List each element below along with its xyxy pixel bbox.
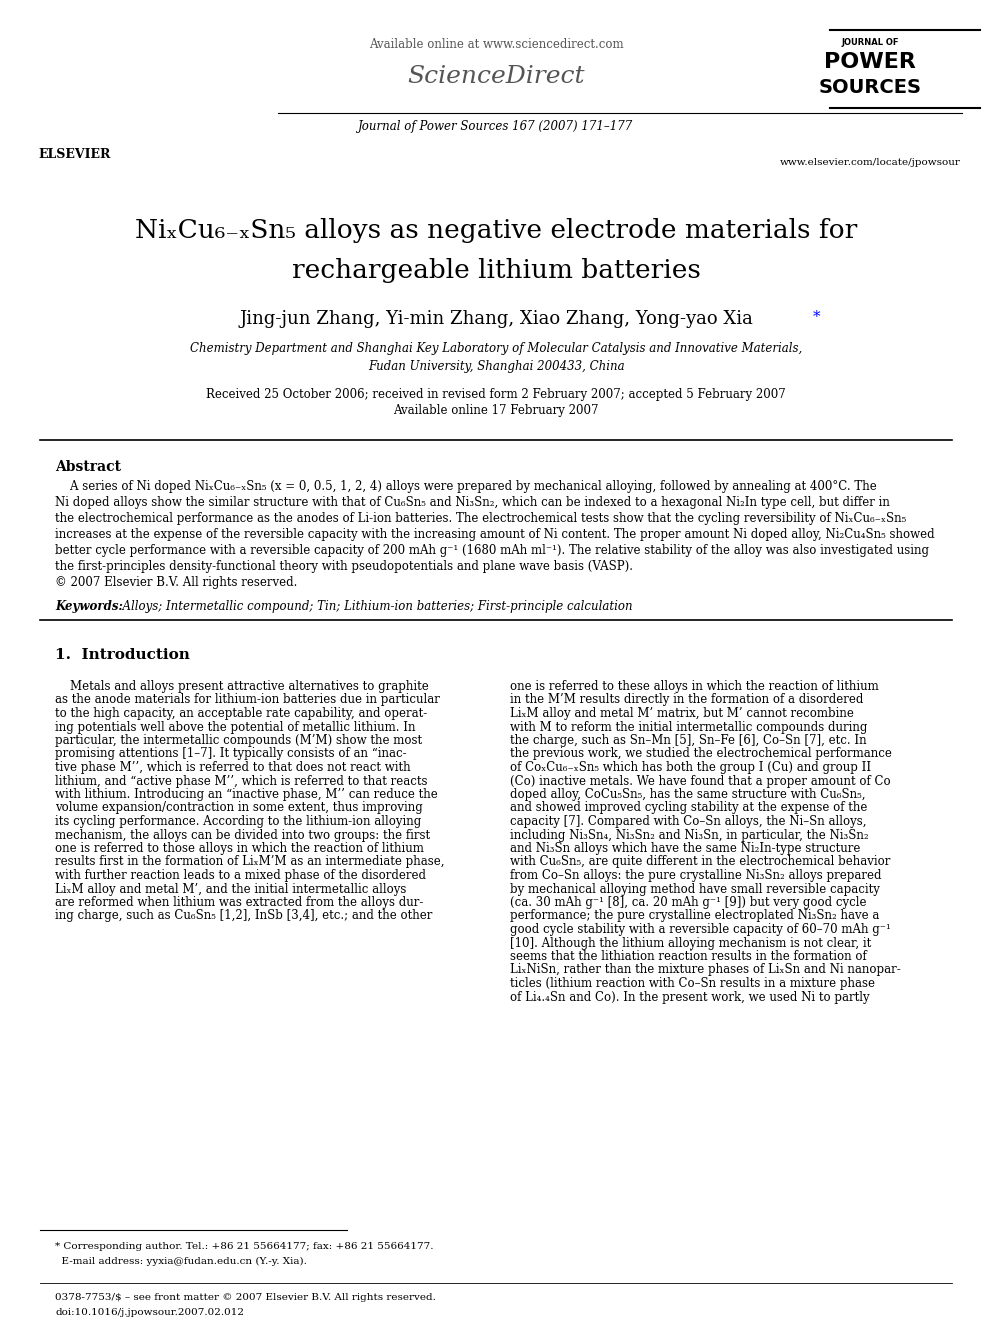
Text: promising attentions [1–7]. It typically consists of an “inac-: promising attentions [1–7]. It typically… [55, 747, 407, 761]
Text: from Co–Sn alloys: the pure crystalline Ni₃Sn₂ alloys prepared: from Co–Sn alloys: the pure crystalline … [510, 869, 882, 882]
Text: and showed improved cycling stability at the expense of the: and showed improved cycling stability at… [510, 802, 867, 815]
Text: A series of Ni doped NiₓCu₆₋ₓSn₅ (x = 0, 0.5, 1, 2, 4) alloys were prepared by m: A series of Ni doped NiₓCu₆₋ₓSn₅ (x = 0,… [55, 480, 877, 493]
Text: Received 25 October 2006; received in revised form 2 February 2007; accepted 5 F: Received 25 October 2006; received in re… [206, 388, 786, 401]
Text: to the high capacity, an acceptable rate capability, and operat-: to the high capacity, an acceptable rate… [55, 706, 428, 720]
Text: doped alloy, CoCu₅Sn₅, has the same structure with Cu₆Sn₅,: doped alloy, CoCu₅Sn₅, has the same stru… [510, 789, 865, 800]
Text: the electrochemical performance as the anodes of Li-ion batteries. The electroch: the electrochemical performance as the a… [55, 512, 907, 525]
Text: ing charge, such as Cu₆Sn₅ [1,2], InSb [3,4], etc.; and the other: ing charge, such as Cu₆Sn₅ [1,2], InSb [… [55, 909, 433, 922]
Text: good cycle stability with a reversible capacity of 60–70 mAh g⁻¹: good cycle stability with a reversible c… [510, 923, 891, 935]
Text: better cycle performance with a reversible capacity of 200 mAh g⁻¹ (1680 mAh ml⁻: better cycle performance with a reversib… [55, 544, 929, 557]
Text: tive phase M’’, which is referred to that does not react with: tive phase M’’, which is referred to tha… [55, 761, 411, 774]
Text: www.elsevier.com/locate/jpowsour: www.elsevier.com/locate/jpowsour [780, 157, 960, 167]
Text: JOURNAL OF: JOURNAL OF [841, 38, 899, 48]
Text: * Corresponding author. Tel.: +86 21 55664177; fax: +86 21 55664177.: * Corresponding author. Tel.: +86 21 556… [55, 1242, 434, 1252]
Text: E-mail address: yyxia@fudan.edu.cn (Y.-y. Xia).: E-mail address: yyxia@fudan.edu.cn (Y.-y… [55, 1257, 307, 1266]
Text: in the M’M results directly in the formation of a disordered: in the M’M results directly in the forma… [510, 693, 863, 706]
Text: Ni doped alloys show the similar structure with that of Cu₆Sn₅ and Ni₃Sn₂, which: Ni doped alloys show the similar structu… [55, 496, 890, 509]
Text: ing potentials well above the potential of metallic lithium. In: ing potentials well above the potential … [55, 721, 416, 733]
Text: Alloys; Intermetallic compound; Tin; Lithium-ion batteries; First-principle calc: Alloys; Intermetallic compound; Tin; Lit… [115, 601, 633, 613]
Text: of CoₓCu₆₋ₓSn₅ which has both the group I (Cu) and group II: of CoₓCu₆₋ₓSn₅ which has both the group … [510, 761, 871, 774]
Text: NiₓCu₆₋ₓSn₅ alloys as negative electrode materials for: NiₓCu₆₋ₓSn₅ alloys as negative electrode… [135, 218, 857, 243]
Text: its cycling performance. According to the lithium-ion alloying: its cycling performance. According to th… [55, 815, 422, 828]
Text: POWER: POWER [824, 52, 916, 71]
Text: capacity [7]. Compared with Co–Sn alloys, the Ni–Sn alloys,: capacity [7]. Compared with Co–Sn alloys… [510, 815, 866, 828]
Text: *: * [813, 310, 820, 324]
Text: LiₓM alloy and metal M’, and the initial intermetallic alloys: LiₓM alloy and metal M’, and the initial… [55, 882, 407, 896]
Text: one is referred to those alloys in which the reaction of lithium: one is referred to those alloys in which… [55, 841, 424, 855]
Text: by mechanical alloying method have small reversible capacity: by mechanical alloying method have small… [510, 882, 880, 896]
Text: Keywords:: Keywords: [55, 601, 123, 613]
Text: including Ni₃Sn₄, Ni₃Sn₂ and Ni₃Sn, in particular, the Ni₃Sn₂: including Ni₃Sn₄, Ni₃Sn₂ and Ni₃Sn, in p… [510, 828, 869, 841]
Text: with further reaction leads to a mixed phase of the disordered: with further reaction leads to a mixed p… [55, 869, 426, 882]
Text: Available online 17 February 2007: Available online 17 February 2007 [393, 404, 599, 417]
Text: mechanism, the alloys can be divided into two groups: the first: mechanism, the alloys can be divided int… [55, 828, 431, 841]
Text: Jing-jun Zhang, Yi-min Zhang, Xiao Zhang, Yong-yao Xia: Jing-jun Zhang, Yi-min Zhang, Xiao Zhang… [239, 310, 753, 328]
Text: seems that the lithiation reaction results in the formation of: seems that the lithiation reaction resul… [510, 950, 867, 963]
Text: 0378-7753/$ – see front matter © 2007 Elsevier B.V. All rights reserved.: 0378-7753/$ – see front matter © 2007 El… [55, 1293, 435, 1302]
Text: lithium, and “active phase M’’, which is referred to that reacts: lithium, and “active phase M’’, which is… [55, 774, 428, 787]
Text: performance; the pure crystalline electroplated Ni₃Sn₂ have a: performance; the pure crystalline electr… [510, 909, 879, 922]
Text: rechargeable lithium batteries: rechargeable lithium batteries [292, 258, 700, 283]
Text: results first in the formation of LiₓM’M as an intermediate phase,: results first in the formation of LiₓM’M… [55, 856, 444, 868]
Text: as the anode materials for lithium-ion batteries due in particular: as the anode materials for lithium-ion b… [55, 693, 439, 706]
Text: ScienceDirect: ScienceDirect [408, 65, 584, 89]
Text: are reformed when lithium was extracted from the alloys dur-: are reformed when lithium was extracted … [55, 896, 424, 909]
Text: the previous work, we studied the electrochemical performance: the previous work, we studied the electr… [510, 747, 892, 761]
Text: the charge, such as Sn–Mn [5], Sn–Fe [6], Co–Sn [7], etc. In: the charge, such as Sn–Mn [5], Sn–Fe [6]… [510, 734, 867, 747]
Text: [10]. Although the lithium alloying mechanism is not clear, it: [10]. Although the lithium alloying mech… [510, 937, 871, 950]
Text: (ca. 30 mAh g⁻¹ [8], ca. 20 mAh g⁻¹ [9]) but very good cycle: (ca. 30 mAh g⁻¹ [8], ca. 20 mAh g⁻¹ [9])… [510, 896, 866, 909]
Text: © 2007 Elsevier B.V. All rights reserved.: © 2007 Elsevier B.V. All rights reserved… [55, 576, 298, 589]
Text: ticles (lithium reaction with Co–Sn results in a mixture phase: ticles (lithium reaction with Co–Sn resu… [510, 976, 875, 990]
Text: with M to reform the initial intermetallic compounds during: with M to reform the initial intermetall… [510, 721, 867, 733]
Text: doi:10.1016/j.jpowsour.2007.02.012: doi:10.1016/j.jpowsour.2007.02.012 [55, 1308, 244, 1316]
Text: Fudan University, Shanghai 200433, China: Fudan University, Shanghai 200433, China [368, 360, 624, 373]
Text: LiₓM alloy and metal M’ matrix, but M’ cannot recombine: LiₓM alloy and metal M’ matrix, but M’ c… [510, 706, 854, 720]
Text: Metals and alloys present attractive alternatives to graphite: Metals and alloys present attractive alt… [55, 680, 429, 693]
Text: one is referred to these alloys in which the reaction of lithium: one is referred to these alloys in which… [510, 680, 879, 693]
Text: Chemistry Department and Shanghai Key Laboratory of Molecular Catalysis and Inno: Chemistry Department and Shanghai Key La… [189, 343, 803, 355]
Text: increases at the expense of the reversible capacity with the increasing amount o: increases at the expense of the reversib… [55, 528, 934, 541]
Text: Available online at www.sciencedirect.com: Available online at www.sciencedirect.co… [369, 38, 623, 52]
Text: SOURCES: SOURCES [818, 78, 922, 97]
Text: ELSEVIER: ELSEVIER [39, 148, 111, 161]
Text: 1.  Introduction: 1. Introduction [55, 648, 189, 662]
Text: of Li₄.₄Sn and Co). In the present work, we used Ni to partly: of Li₄.₄Sn and Co). In the present work,… [510, 991, 870, 1004]
Text: Journal of Power Sources 167 (2007) 171–177: Journal of Power Sources 167 (2007) 171–… [358, 120, 634, 134]
Text: particular, the intermetallic compounds (M’M) show the most: particular, the intermetallic compounds … [55, 734, 423, 747]
Text: the first-principles density-functional theory with pseudopotentials and plane w: the first-principles density-functional … [55, 560, 633, 573]
Text: with Cu₆Sn₅, are quite different in the electrochemical behavior: with Cu₆Sn₅, are quite different in the … [510, 856, 891, 868]
Text: and Ni₃Sn alloys which have the same Ni₂In-type structure: and Ni₃Sn alloys which have the same Ni₂… [510, 841, 860, 855]
Text: Abstract: Abstract [55, 460, 121, 474]
Text: volume expansion/contraction in some extent, thus improving: volume expansion/contraction in some ext… [55, 802, 423, 815]
Text: with lithium. Introducing an “inactive phase, M’’ can reduce the: with lithium. Introducing an “inactive p… [55, 789, 437, 800]
Text: (Co) inactive metals. We have found that a proper amount of Co: (Co) inactive metals. We have found that… [510, 774, 891, 787]
Text: LiₓNiSn, rather than the mixture phases of LiₓSn and Ni nanopar-: LiₓNiSn, rather than the mixture phases … [510, 963, 901, 976]
